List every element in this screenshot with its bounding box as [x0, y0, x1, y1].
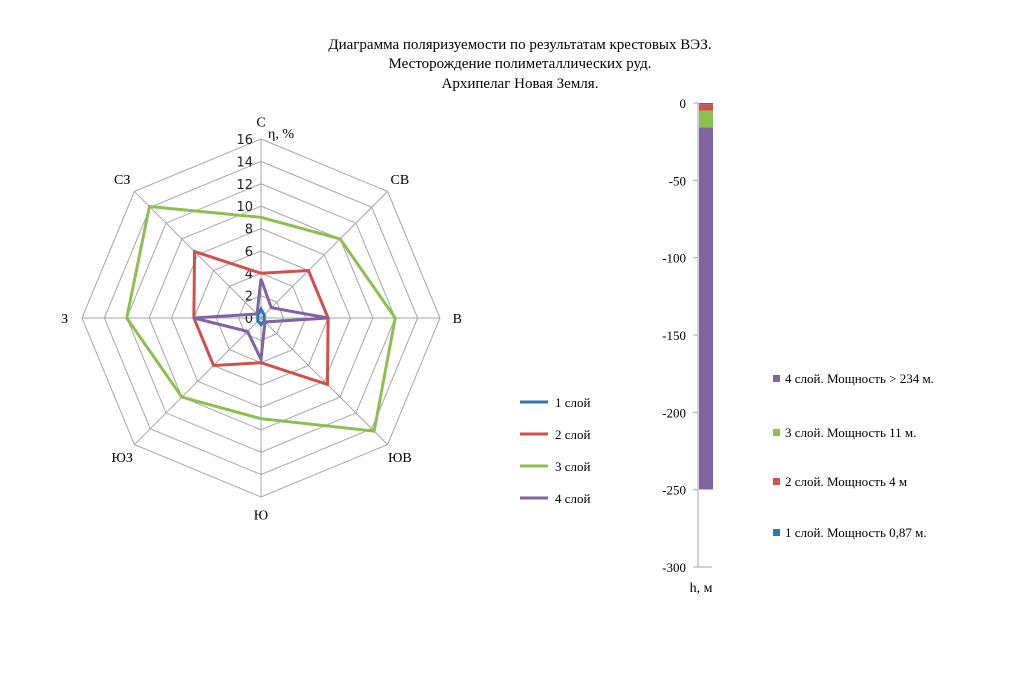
radar-chart: С СВ В ЮВ Ю ЮЗ З СЗ 0 2 4 6 8 10 12 14 16 η, % 1 слой 2 сло…: [61, 116, 590, 524]
title-line-1: Диаграмма поляризуемости по результатам …: [328, 37, 711, 53]
radial-tick-label: 4: [245, 267, 253, 282]
category-label: ЮВ: [388, 451, 412, 466]
legend-swatch: [773, 429, 780, 436]
radial-tick-label: 10: [236, 200, 253, 215]
legend-label: 4 слой: [555, 491, 591, 506]
grid-spoke: [260, 191, 388, 319]
y-tick-label: -100: [662, 251, 686, 266]
legend-label: 1 слой. Мощность 0,87 м.: [785, 525, 927, 540]
y-tick-label: -50: [669, 173, 686, 188]
radial-tick-label: 16: [236, 133, 253, 148]
legend-swatch: [773, 375, 780, 382]
series-line-4: [193, 278, 329, 365]
bar-segment-4: [699, 127, 713, 490]
legend-label: 4 слой. Мощность > 234 м.: [785, 371, 934, 386]
bar-segment-1: [699, 103, 713, 105]
grid-spoke: [134, 191, 262, 319]
legend-swatch: [773, 478, 780, 485]
legend-label: 1 слой: [555, 395, 591, 410]
grid-spoke: [134, 317, 262, 445]
category-label: ЮЗ: [111, 451, 132, 466]
title-line-2: Месторождение полиметаллических руд.: [389, 56, 652, 72]
radial-axis-label: η, %: [268, 127, 294, 142]
legend-swatch: [773, 529, 780, 536]
radial-tick-label: 12: [236, 178, 253, 193]
radial-tick-label: 2: [245, 290, 253, 305]
category-label: В: [453, 312, 462, 327]
y-tick-label: -250: [662, 483, 686, 498]
legend-label: 3 слой. Мощность 11 м.: [785, 425, 916, 440]
chart-title: Диаграмма поляризуемости по результатам …: [328, 37, 711, 92]
y-tick-label: 0: [680, 96, 687, 111]
series-line-1: [256, 305, 266, 327]
y-tick-label: -300: [662, 560, 686, 575]
bar-chart: 0 -50 -100 -150 -200 -250 -300 h, м 1 слой. Мощн…: [662, 96, 934, 596]
bar-segment-3: [699, 110, 713, 128]
grid-spoke: [260, 317, 388, 445]
category-label: СЗ: [114, 173, 130, 188]
category-label: СВ: [390, 173, 409, 188]
radial-tick-label: 8: [245, 223, 253, 238]
bar-segment-2: [699, 104, 713, 111]
legend-label: 3 слой: [555, 459, 591, 474]
category-label: Ю: [254, 508, 268, 523]
radial-tick-label: 6: [245, 245, 253, 260]
legend-label: 2 слой: [555, 427, 591, 442]
y-axis-label: h, м: [690, 581, 713, 596]
y-tick-label: -200: [662, 405, 686, 420]
radial-tick-label: 14: [236, 155, 253, 170]
y-tick-label: -150: [662, 328, 686, 343]
radial-tick-label: 0: [245, 312, 253, 327]
series-line-3: [125, 204, 397, 433]
title-line-3: Архипелаг Новая Земля.: [442, 76, 599, 92]
category-label: С: [256, 116, 265, 131]
legend-label: 2 слой. Мощность 4 м: [785, 474, 907, 489]
category-label: З: [61, 312, 68, 327]
